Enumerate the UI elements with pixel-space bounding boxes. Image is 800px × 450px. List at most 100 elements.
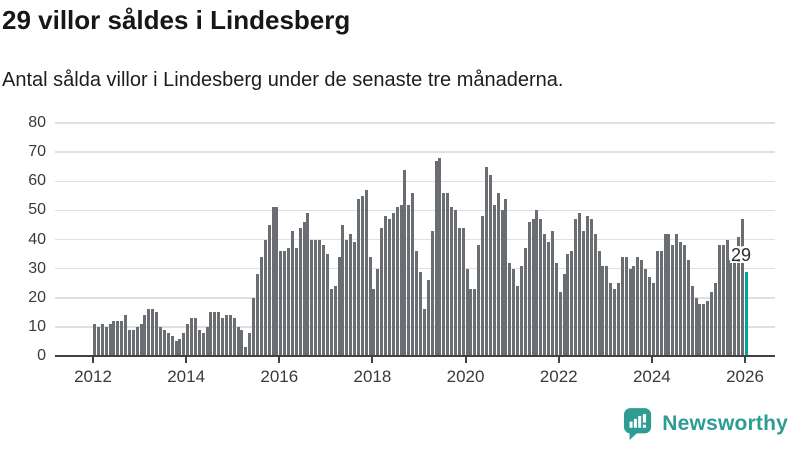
bar [182,332,186,356]
x-axis-tick-label: 2014 [167,367,206,386]
bar [589,219,593,356]
bar [387,219,391,356]
x-axis-tick-label: 2018 [353,367,392,386]
bar [543,233,547,356]
bar [310,239,314,356]
bar [547,242,551,356]
bar [275,207,279,356]
bar [721,245,725,356]
bar [710,291,714,356]
y-axis-tick-label: 10 [28,317,46,335]
bar [170,335,174,356]
bar [403,169,407,356]
bar [446,192,450,356]
bar [290,230,294,356]
bar [562,274,566,356]
bar [570,251,574,356]
bar [271,207,275,356]
bar [349,233,353,356]
bar [333,286,337,356]
bar [178,338,182,356]
bar [294,248,298,356]
bar [256,274,259,356]
bar [248,332,252,356]
bar [593,233,597,356]
bar [415,251,419,356]
brand-name: Newsworthy [662,412,788,435]
bar [725,239,729,356]
x-axis-tick [92,357,94,363]
y-axis-tick-label: 50 [28,201,46,219]
bar [613,289,617,356]
bar [519,265,523,356]
x-axis-line [55,354,775,357]
bar [143,315,147,356]
bar [422,309,426,356]
bar [686,259,690,356]
bar [457,227,461,356]
bar [430,230,434,356]
bar [741,219,745,356]
footer-brand: Newsworthy [623,407,788,441]
bar [368,256,372,356]
bar [713,283,717,356]
bar [605,265,609,356]
bar [116,321,120,356]
bar [298,227,302,356]
bar [419,271,422,356]
bar [469,289,473,356]
bar [321,245,325,356]
bar [337,256,341,356]
bar [523,248,527,356]
bar [236,326,240,356]
x-axis-tick-label: 2024 [632,367,671,386]
bar [151,309,155,356]
bar [232,318,236,356]
plot-area: 2012 2014 2016 2018 2020 2022 2024 2026 29 [55,122,775,386]
bar [174,341,178,356]
y-axis-tick-label: 30 [28,259,46,277]
bar [578,213,582,356]
bar [609,283,613,356]
bar [356,198,360,356]
bar [252,297,256,356]
bar [453,210,457,356]
bar [158,326,162,356]
bar [376,268,380,356]
bar [124,315,128,356]
bar [197,329,201,356]
bar [647,277,651,356]
bar [279,251,283,356]
bar [690,286,694,356]
bar [535,210,539,356]
bar [213,312,217,356]
gridline [55,297,775,299]
x-axis-tick-label: 2026 [726,367,764,386]
bar [667,233,671,356]
bar [384,216,388,356]
bar [287,248,291,356]
x-axis-tick-label: 2022 [539,367,578,386]
bar [698,303,702,356]
bar [209,312,213,356]
page-title: 29 villor såldes i Lindesberg [2,5,351,35]
bar [496,192,500,356]
bar [671,245,675,356]
bar [558,291,562,356]
bar [531,219,535,356]
bar [407,204,411,356]
bar [341,224,345,356]
bar [516,286,520,356]
bar [512,268,516,356]
bar [166,332,170,356]
bar [329,289,333,356]
bar [244,347,248,356]
bar [679,242,683,356]
bar [624,256,628,356]
x-axis-tick [744,357,746,363]
bar [473,289,477,356]
bar [675,233,679,356]
bar [186,323,190,356]
x-axis-tick-label: 2012 [74,367,112,386]
bar [190,318,194,356]
